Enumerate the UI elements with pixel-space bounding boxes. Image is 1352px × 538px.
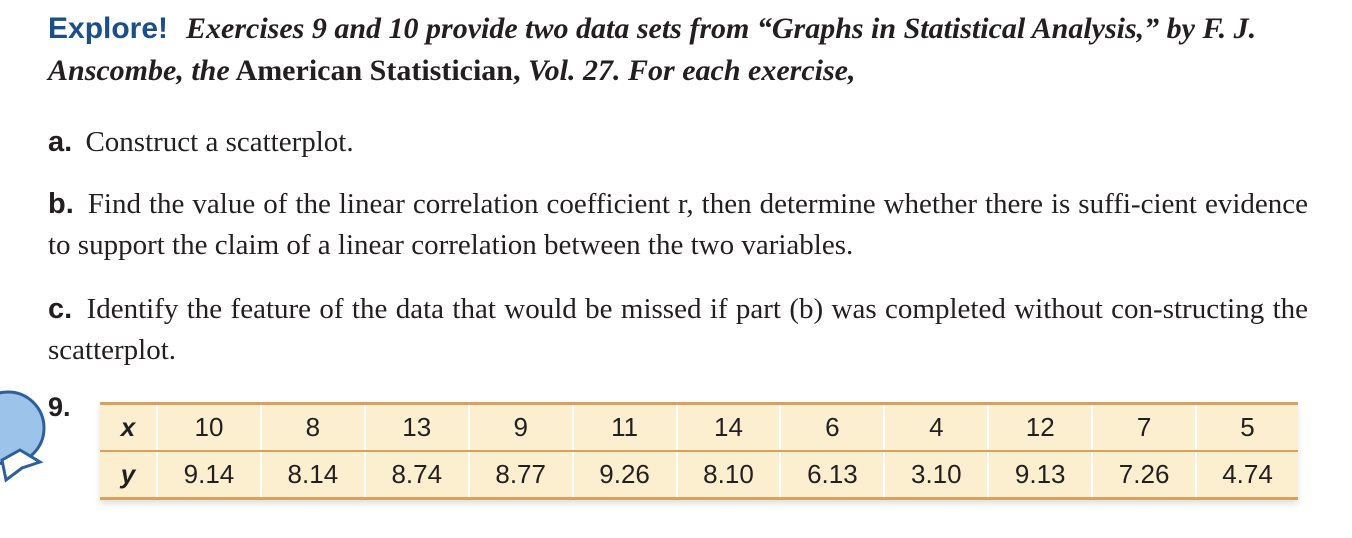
exercise-number: 9.: [48, 392, 71, 422]
item-text: Find the value of the linear correlation…: [48, 188, 1309, 261]
table-cell: 7: [1091, 403, 1197, 452]
intro-text: Vol. 27. For each exercise,: [528, 54, 856, 87]
table-cell: 14: [675, 403, 781, 452]
intro-text: Exercises 9 and 10 provide two data sets…: [48, 12, 1257, 87]
item-text: Construct a scatterplot.: [85, 126, 354, 158]
item-label: a.: [48, 126, 73, 158]
table-cell: 7.26: [1091, 451, 1197, 499]
table-cell: 9.13: [987, 451, 1093, 499]
row-header: y: [120, 459, 136, 489]
icon: [0, 390, 46, 483]
journal: American Statistician,: [235, 54, 521, 87]
item: c. Identify the feature of the data that…: [48, 289, 1308, 371]
table-cell: 9.26: [571, 451, 677, 499]
table-cell: 5: [1195, 403, 1298, 452]
table-cell: 3.10: [883, 451, 989, 499]
item-label: c.: [48, 293, 73, 325]
table-row: x 10 8 13 9 11 14 6 4 12 7 5: [100, 403, 1298, 452]
table-cell: 4: [883, 403, 989, 452]
explore-label: Explore!: [48, 12, 169, 45]
data-table: x 10 8 13 9 11 14 6 4 12 7 5 y 9.14 8.14 8.74 8.77 9.26 8.…: [100, 402, 1298, 500]
intro: Explore! Exercises 9 and 10 provide two d…: [48, 8, 1328, 92]
row-header: x: [100, 403, 157, 452]
item: a. Construct a scatterplot.: [48, 122, 1308, 163]
table-cell: 8: [259, 403, 365, 452]
table-cell: 8.14: [259, 451, 365, 499]
table-cell: 11: [571, 403, 677, 452]
item-label: b.: [48, 188, 74, 220]
table-cell: 13: [363, 403, 469, 452]
table-cell: 9.14: [156, 451, 261, 499]
item-text: Identify the feature of the data that wo…: [48, 293, 1308, 366]
table-cell: 4.74: [1195, 451, 1298, 499]
item: b. Find the value of the linear correlat…: [48, 184, 1308, 266]
table-cell: 6.13: [779, 451, 885, 499]
table-cell: 8.10: [675, 451, 781, 499]
table-cell: 8.77: [467, 451, 573, 499]
table-cell: 9: [467, 403, 573, 452]
table-cell: 6: [779, 403, 885, 452]
table-row: y 9.14 8.14 8.74 8.77 9.26 8.10 6.13 3.10 9.13 7.2…: [100, 451, 1298, 499]
table-cell: 8.74: [363, 451, 469, 499]
table-cell: 10: [156, 403, 261, 452]
table-cell: 12: [987, 403, 1093, 452]
